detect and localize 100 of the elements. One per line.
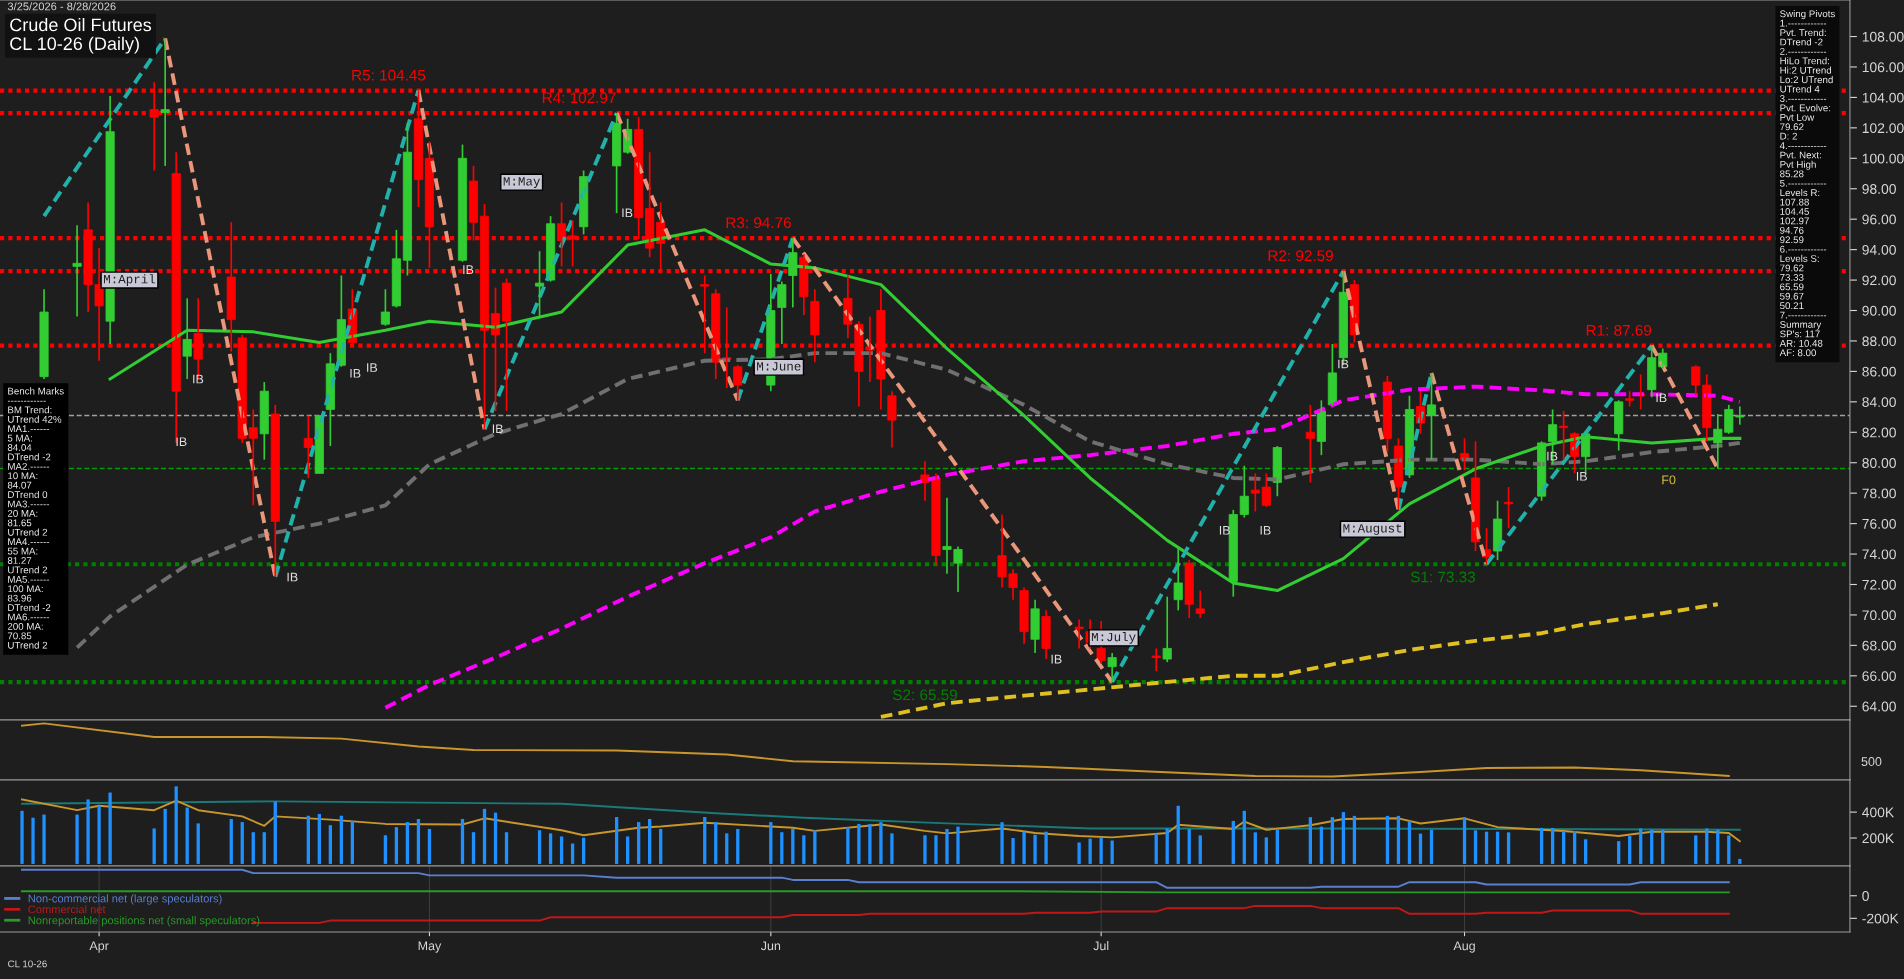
bar — [1099, 838, 1103, 864]
y-tick-label: 400K — [1862, 807, 1895, 818]
bar — [1561, 831, 1566, 864]
ref-line-label: R5: 104.45 — [352, 69, 426, 81]
text: Bench Marks ------------ BM Trend: UTrend 42% MA1.------ 5 MA: 84.04 DTrend -2 MA2.------ 10 MA: 84.07 DTrend 0 MA3.------ 20 MA: 81.65 UTrend 2 MA4.------ 55 MA: 81.27 UTrend 2 MA5.------ 100 MA: 83.96 DTrend -2 MA6.------ 200 MA: 70.85 UTrend 2 — [7, 387, 64, 649]
bar — [460, 818, 465, 864]
bar — [350, 820, 355, 864]
bar — [1264, 837, 1268, 864]
bar — [97, 805, 101, 864]
bar — [570, 843, 575, 864]
bar — [1011, 838, 1015, 864]
bar — [1242, 810, 1246, 864]
bar — [736, 828, 740, 864]
candlestick — [1250, 472, 1260, 513]
y-tick-label: 102.00 — [1862, 123, 1904, 134]
text: Swing Pivots 1.------------ Pvt. Trend: DTrend -2 2.------------ HiLo Trend: Hi:2 UTrend Lo:2 UTrend UTrend 4 3.------------ Pvt. Evolve: Pvt Low 79.62 D: 2 4.------------ Pvt. Next: Pvt High 85.28 5.------------ Levels R: 107.88 104.45 102.97 94.76 92.59 6.------------ Levels S: 79.62 73.33 65.59 59.67 50.21 7.------------ Summary SP's: 117 AR: 10.48 AF: 8.00 — [1779, 10, 1835, 357]
bar — [703, 817, 707, 864]
y-tick-label: 0 — [1862, 891, 1869, 901]
annotation: IB — [463, 265, 474, 274]
bar — [1330, 817, 1335, 864]
bar — [1727, 835, 1731, 864]
bar — [581, 837, 586, 864]
bar — [1617, 841, 1621, 864]
bar — [1407, 820, 1412, 864]
bar — [1341, 812, 1346, 864]
y-tick-label: 96.00 — [1862, 214, 1896, 225]
candlestick — [733, 364, 743, 402]
bar — [262, 832, 266, 864]
bar — [1429, 829, 1434, 864]
x-tick-label: Jul — [1093, 941, 1109, 951]
y-tick-label: 74.00 — [1862, 549, 1896, 560]
bar — [504, 832, 509, 864]
bar — [1418, 833, 1423, 864]
bar — [1550, 827, 1555, 864]
bar — [846, 827, 850, 864]
bar — [427, 828, 432, 864]
line-series — [878, 602, 1720, 719]
text: CL 10-26 — [8, 960, 47, 968]
bar — [725, 833, 729, 864]
bar — [614, 817, 619, 864]
bar — [1000, 822, 1004, 864]
bar — [1231, 820, 1235, 864]
bar — [1187, 829, 1191, 864]
candlestick — [1426, 372, 1437, 461]
ref-line-label: S1: 73.33 — [1410, 571, 1475, 583]
bar — [42, 814, 46, 864]
ref-line-label: S2: 65.59 — [892, 689, 957, 701]
bar — [945, 828, 949, 864]
bar — [714, 822, 718, 864]
x-tick-label: May — [418, 941, 442, 953]
bar — [1539, 827, 1544, 864]
bar — [879, 822, 883, 864]
bar — [1584, 839, 1588, 864]
bar — [1198, 835, 1202, 864]
bar — [1319, 826, 1324, 864]
line-series — [383, 384, 1742, 710]
bar — [890, 833, 894, 864]
bar — [1077, 842, 1081, 864]
bar — [659, 828, 663, 864]
x-tick-label: Apr — [89, 941, 109, 953]
candlestick — [1151, 647, 1161, 673]
annotation: M:June — [757, 362, 801, 371]
candlestick — [1074, 618, 1084, 650]
annotation: IB — [1656, 393, 1667, 403]
bar — [934, 835, 938, 864]
annotation: 3/25/2026 - 8/28/2026 — [7, 2, 116, 11]
annotation: M:April — [104, 274, 156, 286]
bar — [1352, 815, 1357, 864]
bar — [31, 817, 35, 864]
text: 500 — [1861, 757, 1882, 766]
y-tick-label: 72.00 — [1862, 579, 1896, 590]
bar — [1165, 828, 1169, 864]
annotation: IB — [1338, 359, 1349, 369]
bar — [339, 815, 344, 864]
y-tick-label: 108.00 — [1862, 31, 1904, 42]
bar — [1705, 828, 1709, 864]
bar — [559, 836, 564, 864]
candlestick — [1030, 598, 1040, 654]
y-tick-label: 70.00 — [1862, 610, 1896, 621]
text: Crude Oil Futures CL 10-26 (Daily) — [10, 18, 152, 54]
y-tick-label: 92.00 — [1862, 275, 1896, 286]
annotation: IB — [1051, 654, 1062, 664]
x-tick-label: Jun — [760, 941, 781, 951]
bar — [1484, 831, 1489, 864]
bar — [174, 786, 178, 864]
bar — [1044, 831, 1048, 864]
y-tick-label: 78.00 — [1862, 488, 1896, 499]
candlestick — [1162, 595, 1172, 663]
bar — [482, 808, 487, 864]
annotation: M:July — [1091, 632, 1136, 644]
bar — [1110, 840, 1114, 864]
y-tick-label: 200K — [1862, 833, 1895, 844]
candlestick — [380, 288, 390, 327]
bar — [108, 792, 112, 864]
bar — [791, 828, 795, 864]
bar — [1495, 831, 1500, 864]
bar — [857, 823, 861, 864]
bar — [868, 823, 872, 864]
line-series — [21, 800, 1741, 831]
bar — [229, 818, 233, 864]
